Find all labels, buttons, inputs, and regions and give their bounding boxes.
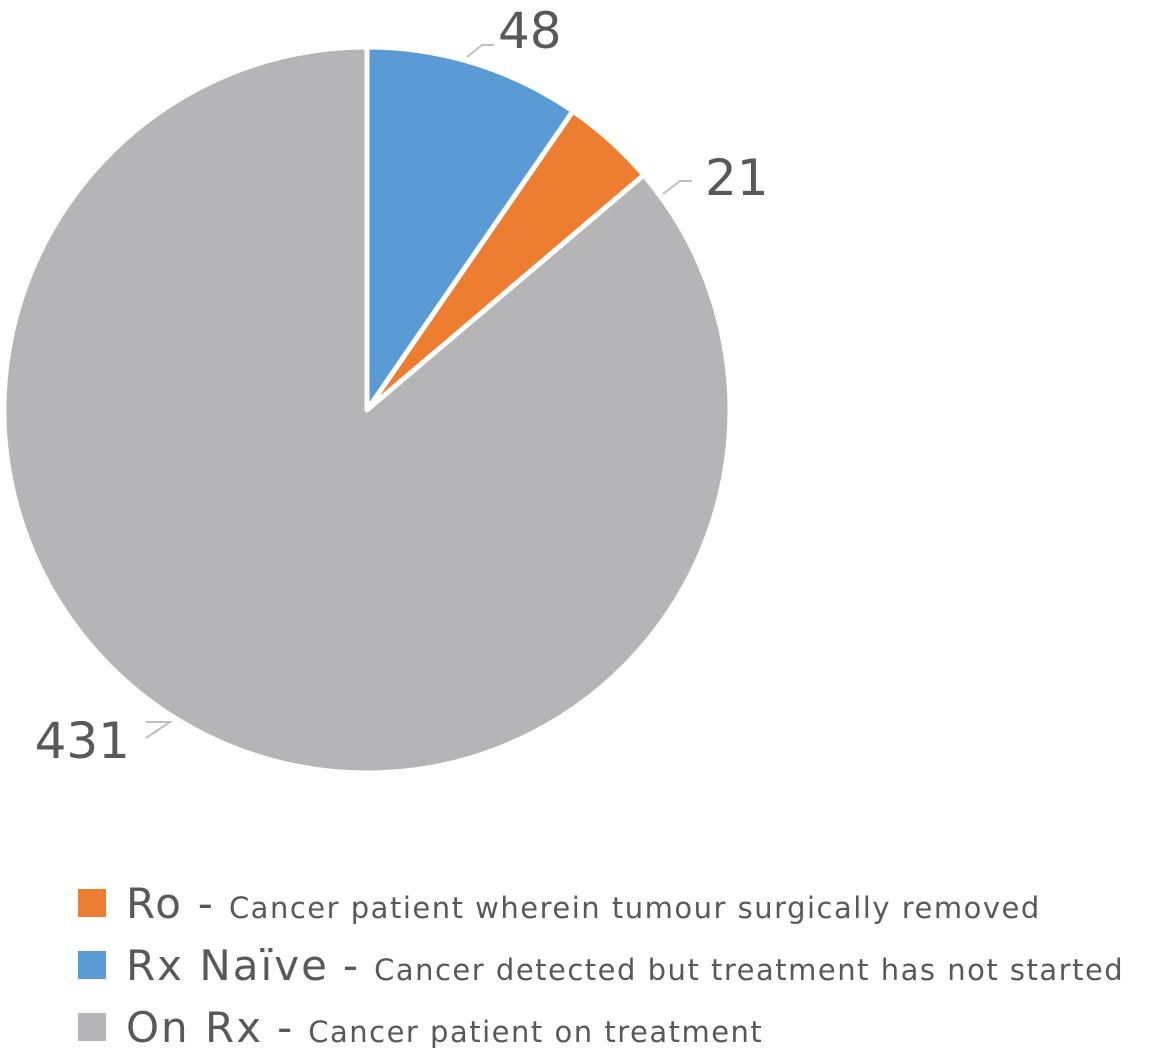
legend-swatch [78, 1013, 106, 1041]
legend-separator: - [277, 1003, 294, 1050]
data-label: 48 [498, 2, 562, 60]
legend-separator: - [198, 879, 215, 928]
pie-slice [364, 44, 576, 413]
leader-line [662, 180, 692, 195]
legend-swatch [78, 889, 106, 917]
pie-slice [1, 44, 733, 776]
legend-entry: Rx Naïve - Cancer detected but treatment h… [126, 941, 1124, 990]
legend-swatch [78, 951, 106, 979]
legend-separator: - [343, 941, 360, 990]
legend-description: Cancer detected but treatment has not st… [374, 953, 1124, 987]
legend-description: Cancer patient on treatment [308, 1015, 763, 1049]
legend-name: Ro [126, 879, 184, 928]
leader-line [145, 721, 174, 739]
legend-entry: On Rx - Cancer patient on treatment [126, 1003, 763, 1050]
leader-line [466, 44, 494, 58]
legend-entry: Ro - Cancer patient wherein tumour surgica… [126, 879, 1041, 928]
data-label: 431 [35, 712, 130, 770]
legend-name: Rx Naïve [126, 941, 329, 990]
data-label: 21 [705, 149, 769, 207]
legend-name: On Rx [126, 1003, 263, 1050]
legend-description: Cancer patient wherein tumour surgically… [229, 891, 1041, 925]
